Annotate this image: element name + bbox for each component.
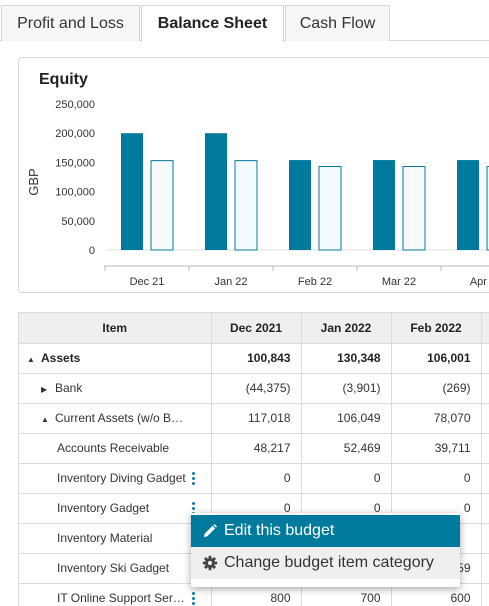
table-row: Accounts Receivable 48,217 52,469 39,711: [19, 433, 489, 464]
value-cell[interactable]: 130,348: [301, 343, 392, 374]
bar-budget-dec-21[interactable]: [121, 133, 143, 250]
bar-actual-feb-22[interactable]: [318, 165, 342, 251]
report-tabs: Profit and Loss Balance Sheet Cash Flow: [0, 0, 489, 42]
x-tick-label: Feb 22: [298, 276, 332, 288]
row-menu-kebab-icon[interactable]: [191, 591, 197, 606]
row-label: Inventory Material: [57, 531, 153, 546]
table-row: ▶ Bank (44,375) (3,901) (269): [19, 373, 489, 404]
y-tick-label: 200,000: [55, 128, 95, 140]
value-cell[interactable]: 0: [301, 463, 392, 494]
overflow-cell: [481, 343, 489, 374]
bar-actual-mar-22[interactable]: [402, 165, 426, 251]
overflow-cell: [481, 433, 489, 464]
value-cell[interactable]: (44,375): [211, 373, 302, 404]
chart-title: Equity: [39, 71, 88, 88]
pencil-icon: [204, 524, 217, 537]
row-label-cell: Inventory Gadget: [19, 493, 212, 524]
edit-budget-label: Edit this budget: [224, 522, 335, 539]
tab-cash-flow[interactable]: Cash Flow: [285, 5, 390, 41]
tab-balance-sheet[interactable]: Balance Sheet: [141, 5, 284, 42]
edit-budget-menu-item[interactable]: Edit this budget: [191, 515, 460, 547]
value-cell[interactable]: 100,843: [211, 343, 302, 374]
equity-chart: Equity GBP 250,000 200,000 150,000 100,000 5…: [26, 71, 489, 288]
row-label-cell: ▲ Current Assets (w/o Banks): [19, 403, 212, 434]
overflow-cell: [481, 583, 489, 606]
y-tick-label: 50,000: [61, 216, 95, 228]
y-tick-label: 250,000: [55, 99, 95, 111]
row-label: Inventory Ski Gadget: [57, 561, 170, 576]
row-label-cell: Inventory Ski Gadget: [19, 553, 212, 584]
row-label: Assets: [41, 351, 81, 366]
row-label-cell: ▶ Bank: [19, 373, 212, 404]
column-header-dec-2021[interactable]: Dec 2021: [211, 313, 302, 344]
column-header-overflow: [481, 313, 489, 344]
bar-budget-feb-22[interactable]: [289, 160, 311, 250]
bar-budget-mar-22[interactable]: [373, 160, 395, 250]
row-label: IT Online Support Servic...: [57, 591, 187, 606]
gear-icon: [202, 555, 218, 571]
row-label-cell: IT Online Support Servic...: [19, 583, 212, 606]
x-tick-label: Jan 22: [214, 276, 247, 288]
row-label-cell: Inventory Diving Gadget: [19, 463, 212, 494]
table-row: ▲ Current Assets (w/o Banks) 117,018106,04…: [19, 403, 489, 434]
row-label-cell: Inventory Material: [19, 523, 212, 554]
row-label: Bank: [55, 381, 83, 396]
bar-budget-jan-22[interactable]: [205, 133, 227, 250]
y-tick-label: 0: [89, 245, 95, 257]
x-tick-label: Apr 2: [470, 276, 489, 288]
y-axis-label: GBP: [26, 168, 41, 195]
overflow-cell: [481, 373, 489, 404]
change-category-menu-item[interactable]: Change budget item category: [191, 547, 460, 579]
value-cell[interactable]: 106,049: [301, 403, 392, 434]
overflow-cell: [481, 403, 489, 434]
collapse-caret-icon[interactable]: ▲: [27, 354, 35, 364]
column-header-jan-2022[interactable]: Jan 2022: [301, 313, 392, 344]
y-tick-label: 150,000: [55, 157, 95, 169]
value-cell[interactable]: 800: [211, 583, 302, 606]
table-row: ▲ Assets 100,843 130,348 106,001: [19, 343, 489, 374]
x-tick-label: Dec 21: [130, 276, 165, 288]
value-cell[interactable]: 600: [391, 583, 482, 606]
value-cell[interactable]: 117,018: [211, 403, 302, 434]
change-category-label: Change budget item category: [224, 554, 434, 571]
bar-budget-apr-22[interactable]: [457, 160, 479, 250]
overflow-cell: [481, 493, 489, 524]
row-label: Inventory Diving Gadget: [57, 471, 186, 486]
bar-actual-dec-21[interactable]: [150, 160, 174, 251]
overflow-cell: [481, 523, 489, 554]
value-cell[interactable]: 48,217: [211, 433, 302, 464]
row-label: Current Assets (w/o Banks): [55, 411, 185, 426]
expand-caret-icon[interactable]: ▶: [41, 384, 48, 394]
row-menu-kebab-icon[interactable]: [191, 471, 197, 487]
value-cell[interactable]: (3,901): [301, 373, 392, 404]
table-row: IT Online Support Servic... 800 700 600: [19, 583, 489, 606]
collapse-caret-icon[interactable]: ▲: [41, 414, 49, 424]
value-cell[interactable]: 52,469: [301, 433, 392, 464]
column-header-item[interactable]: Item: [19, 313, 212, 344]
value-cell[interactable]: 700: [301, 583, 392, 606]
bar-actual-jan-22[interactable]: [234, 160, 258, 251]
y-tick-label: 100,000: [55, 187, 95, 199]
overflow-cell: [481, 553, 489, 584]
row-label: Inventory Gadget: [57, 501, 150, 516]
table-row: Inventory Diving Gadget 0 0 0: [19, 463, 489, 494]
context-menu: Edit this budget Change budget item cate…: [191, 513, 460, 587]
value-cell[interactable]: 106,001: [391, 343, 482, 374]
value-cell[interactable]: 0: [391, 463, 482, 494]
bar-actual-apr-22[interactable]: [486, 165, 489, 251]
x-tick-label: Mar 22: [382, 276, 416, 288]
value-cell[interactable]: 78,070: [391, 403, 482, 434]
value-cell[interactable]: (269): [391, 373, 482, 404]
equity-chart-card: Equity GBP 250,000 200,000 150,000 100,000 5…: [18, 57, 489, 293]
column-header-feb-2022[interactable]: Feb 2022: [391, 313, 482, 344]
value-cell[interactable]: 0: [211, 463, 302, 494]
overflow-cell: [481, 463, 489, 494]
row-label-cell: Accounts Receivable: [19, 433, 212, 464]
tab-profit-and-loss[interactable]: Profit and Loss: [1, 5, 140, 41]
value-cell[interactable]: 39,711: [391, 433, 482, 464]
row-label-cell: ▲ Assets: [19, 343, 212, 374]
row-label: Accounts Receivable: [57, 441, 170, 456]
